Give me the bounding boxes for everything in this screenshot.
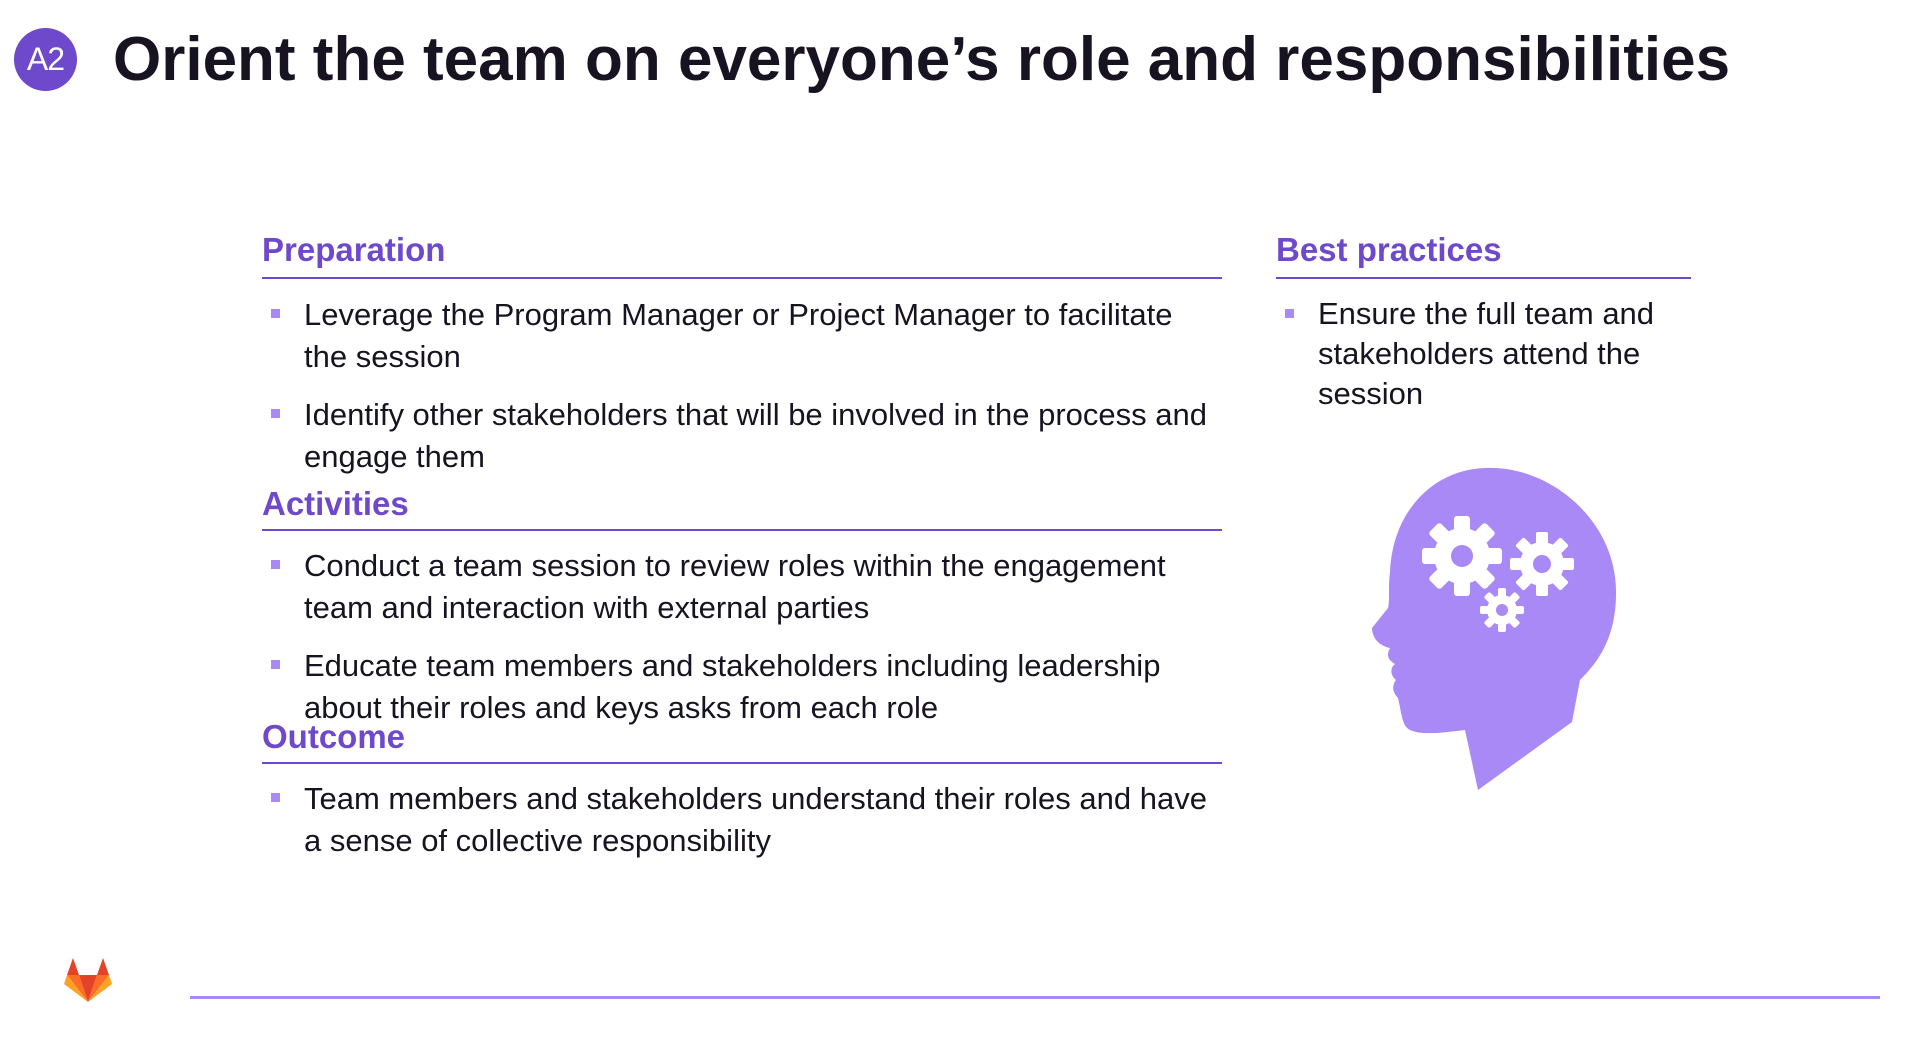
bullet-text: Educate team members and stakeholders in… (304, 648, 1161, 725)
best-practices-heading: Best practices (1276, 231, 1502, 268)
bullet-icon (271, 309, 280, 318)
preparation-list: Leverage the Program Manager or Project … (262, 294, 1222, 494)
outcome-list: Team members and stakeholders understand… (262, 778, 1222, 878)
list-item: Educate team members and stakeholders in… (262, 645, 1222, 729)
bullet-text: Conduct a team session to review roles w… (304, 548, 1166, 625)
list-item: Ensure the full team and stakeholders at… (1276, 294, 1691, 414)
bullet-text: Identify other stakeholders that will be… (304, 397, 1207, 474)
footer-divider (190, 996, 1880, 999)
gitlab-logo (64, 958, 112, 1009)
list-item: Leverage the Program Manager or Project … (262, 294, 1222, 378)
list-item: Team members and stakeholders understand… (262, 778, 1222, 862)
list-item: Identify other stakeholders that will be… (262, 394, 1222, 478)
bullet-text: Ensure the full team and stakeholders at… (1318, 296, 1655, 411)
preparation-heading: Preparation (262, 231, 446, 268)
outcome-heading: Outcome (262, 718, 406, 755)
head-with-gears-icon (1330, 460, 1630, 805)
bullet-icon (271, 560, 280, 569)
slide-title: Orient the team on everyone’s role and r… (113, 25, 1731, 94)
bullet-icon (271, 409, 280, 418)
activities-heading: Activities (262, 485, 409, 522)
bullet-icon (271, 660, 280, 669)
slide-number-badge: A2 (14, 28, 77, 91)
list-item: Conduct a team session to review roles w… (262, 545, 1222, 629)
best-practices-divider (1276, 277, 1691, 279)
bullet-icon (1285, 309, 1294, 318)
bullet-text: Leverage the Program Manager or Project … (304, 297, 1173, 374)
preparation-divider (262, 277, 1222, 279)
best-practices-list: Ensure the full team and stakeholders at… (1276, 294, 1691, 430)
outcome-divider (262, 762, 1222, 764)
activities-divider (262, 529, 1222, 531)
bullet-icon (271, 793, 280, 802)
bullet-text: Team members and stakeholders understand… (304, 781, 1207, 858)
activities-list: Conduct a team session to review roles w… (262, 545, 1222, 745)
